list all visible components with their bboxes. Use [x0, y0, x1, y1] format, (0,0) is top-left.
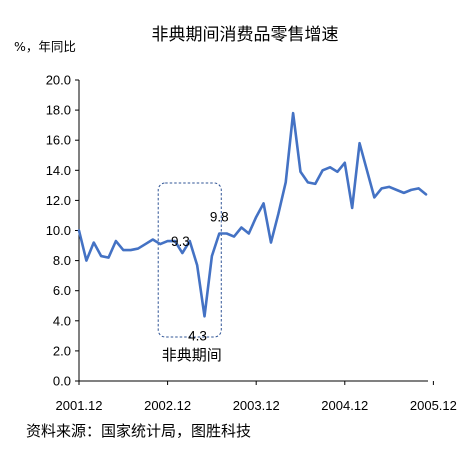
data-point	[152, 238, 154, 240]
y-tick-label: 18.0	[46, 103, 71, 118]
data-point	[137, 247, 139, 249]
y-tick-label: 10.0	[46, 223, 71, 238]
data-point	[78, 229, 80, 231]
data-point	[203, 315, 205, 317]
y-tick-label: 6.0	[53, 283, 71, 298]
x-tick-label: 2005.12	[410, 398, 457, 413]
y-tick-label: 20.0	[46, 73, 71, 88]
data-point	[107, 256, 109, 258]
data-point	[100, 255, 102, 257]
data-point	[336, 171, 338, 173]
data-point	[277, 213, 279, 215]
data-point	[344, 162, 346, 164]
x-tick-label: 2004.12	[321, 398, 368, 413]
data-label: 4.3	[188, 328, 207, 343]
data-point	[395, 189, 397, 191]
data-point	[285, 181, 287, 183]
sars-period-annotation: 非典期间	[157, 182, 222, 364]
data-point	[93, 241, 95, 243]
data-point	[366, 169, 368, 171]
data-point	[307, 181, 309, 183]
data-point	[403, 192, 405, 194]
data-point	[85, 259, 87, 261]
data-point	[218, 232, 220, 234]
data-point	[240, 226, 242, 228]
data-point	[410, 189, 412, 191]
data-point	[299, 171, 301, 173]
data-point	[255, 216, 257, 218]
data-point	[262, 202, 264, 204]
data-point	[196, 264, 198, 266]
data-point	[417, 187, 419, 189]
x-tick-label: 2003.12	[233, 398, 280, 413]
y-tick-label: 14.0	[46, 163, 71, 178]
data-point	[292, 112, 294, 114]
data-labels: 9.3 4.3 9.8	[171, 210, 229, 344]
data-point	[373, 196, 375, 198]
source-note: 资料来源：国家统计局，图胜科技	[26, 422, 251, 440]
data-point	[321, 169, 323, 171]
data-label: 9.3	[171, 234, 190, 249]
x-tick-label: 2002.12	[144, 398, 191, 413]
sars-period-box	[157, 182, 222, 338]
sars-period-label: 非典期间	[162, 346, 222, 364]
data-point	[270, 241, 272, 243]
x-axis: 2001.12 2002.12 2003.12 2004.12 2005.12	[56, 380, 457, 413]
y-tick-label: 16.0	[46, 133, 71, 148]
data-point	[211, 255, 213, 257]
data-point	[314, 183, 316, 185]
data-point	[225, 232, 227, 234]
y-axis-unit-label: %，年同比	[14, 39, 76, 54]
y-tick-label: 4.0	[53, 313, 71, 328]
data-point	[233, 235, 235, 237]
chart-title: 非典期间消费品零售增速	[152, 25, 339, 45]
data-point	[351, 207, 353, 209]
data-point	[329, 166, 331, 168]
series-line	[77, 111, 428, 318]
data-point	[122, 249, 124, 251]
data-point	[181, 252, 183, 254]
data-point	[388, 186, 390, 188]
y-tick-label: 0.0	[53, 374, 71, 389]
y-axis: 0.0 2.0 4.0 6.0 8.0 10.0 12.0 14.0 16.0 18.0 20.0	[46, 73, 80, 389]
data-label: 9.8	[210, 210, 229, 225]
data-point	[381, 187, 383, 189]
y-tick-label: 8.0	[53, 253, 71, 268]
x-tick-label: 2001.12	[56, 398, 103, 413]
data-point	[115, 240, 117, 242]
series-line-group	[77, 111, 428, 318]
data-point	[129, 249, 131, 251]
data-point	[166, 240, 168, 242]
data-point	[425, 193, 427, 195]
data-point	[144, 243, 146, 245]
y-tick-label: 2.0	[53, 343, 71, 358]
y-tick-label: 12.0	[46, 193, 71, 208]
data-point	[248, 232, 250, 234]
data-point	[358, 142, 360, 144]
data-point	[159, 243, 161, 245]
